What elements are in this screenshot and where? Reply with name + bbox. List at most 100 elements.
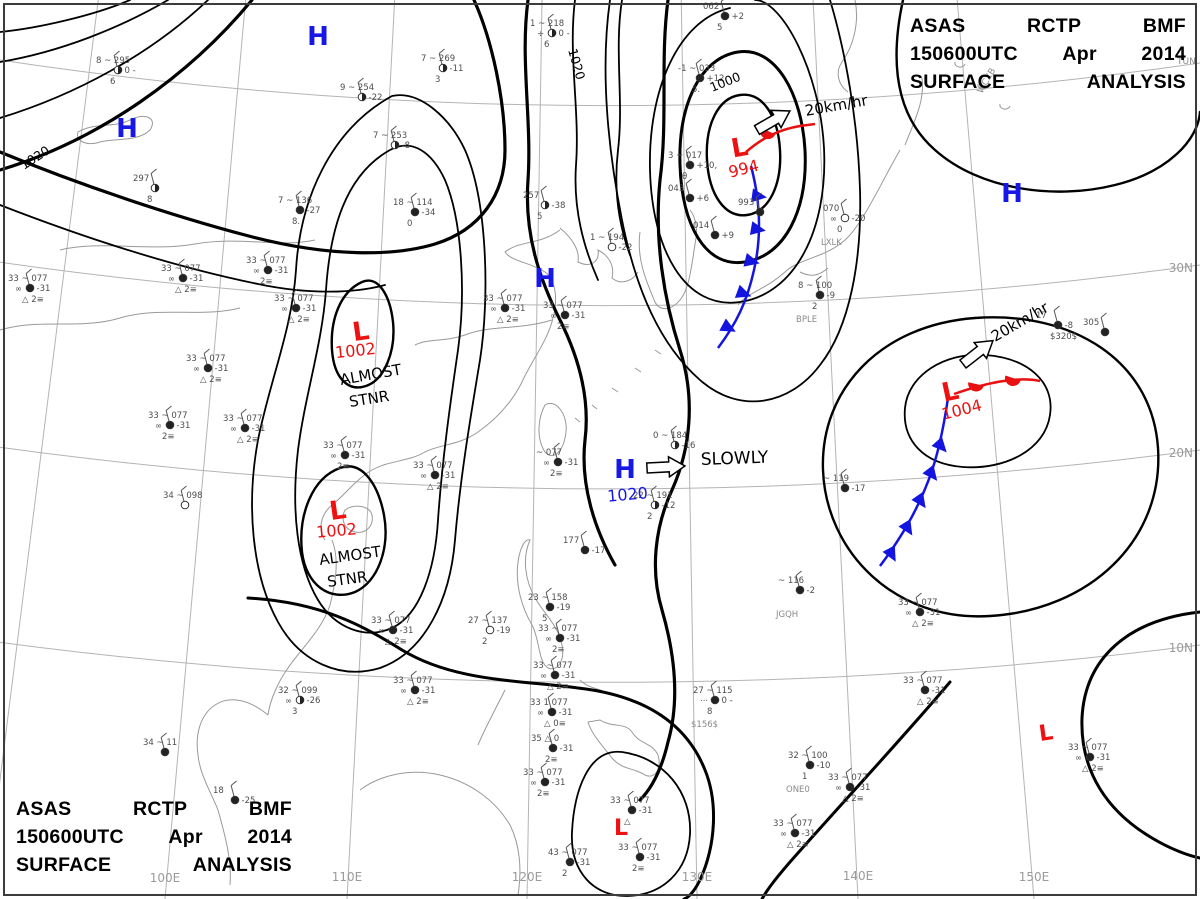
longitude-label: 140E [843, 869, 874, 883]
station-circle [160, 747, 170, 757]
station-text-right: -31 [565, 458, 579, 468]
isobar [760, 680, 952, 899]
title-word: RCTP [132, 798, 188, 820]
longitude-label: 110E [332, 870, 363, 884]
title-word: BMF [1142, 15, 1186, 37]
title-word: 150600UTC [16, 826, 124, 848]
station-text-left: ∞ [168, 275, 175, 285]
high-center-symbol: H [534, 264, 556, 294]
station-text-right: -19 [557, 603, 571, 613]
longitude-line [164, 0, 247, 899]
station-circle [178, 273, 188, 283]
movement-arrow [958, 339, 995, 369]
station-text-right: -31 [639, 806, 653, 816]
coastline [837, 0, 858, 93]
wind-barb-tick [710, 680, 717, 686]
coastline [77, 115, 153, 145]
longitude-label: 120E [512, 870, 543, 884]
station-text-top: 0 ~ 184 [653, 431, 687, 441]
station-text-bottom: 2≡ [550, 469, 563, 479]
station-text-bottom: △ 0≡ [544, 719, 566, 729]
station-text-right: -31 [932, 686, 946, 696]
title-word: Apr [1062, 43, 1097, 65]
isobar [895, 0, 1200, 193]
station-text-right: -27 [307, 206, 321, 216]
cold-front-triangle [922, 464, 938, 481]
station-id-tag: BPLE [796, 315, 817, 325]
station-text-right: -31 [352, 451, 366, 461]
station-text-right: -31 [1097, 753, 1111, 763]
station-text-bottom: △ 2≡ [407, 697, 429, 707]
wind-barb-tick [547, 692, 554, 698]
title-word: 2014 [1141, 43, 1186, 65]
latitude-label: 10N [1169, 641, 1193, 655]
wind-barb-tick [165, 405, 172, 411]
station-text-right: +2 [732, 12, 745, 22]
cold-front-line [878, 397, 950, 567]
station-text-bottom: △ 2≡ [22, 295, 44, 305]
wind-barb-tick [240, 408, 247, 414]
station-text-top: 9 ~ 254 [340, 83, 374, 93]
isobar [0, 0, 169, 63]
low-center-symbol: L [614, 816, 628, 841]
isobar [638, 0, 691, 802]
station-text-right: -8 [1065, 321, 1073, 331]
station-circle [340, 450, 350, 460]
station-circle [550, 670, 560, 680]
station-text-top: 33 ~ 077 [533, 661, 573, 671]
station-circle [795, 585, 805, 595]
cold-front-triangle [882, 545, 896, 562]
coastline [516, 539, 564, 670]
isobar [649, 0, 826, 304]
station-text-bottom: 2≡ [537, 789, 550, 799]
station-text-right: -31 [215, 364, 229, 374]
longitude-line [812, 0, 859, 899]
wind-barb-tick [438, 48, 445, 54]
station-circle [627, 805, 637, 815]
wind-barb-tick [388, 610, 395, 616]
station-text-top: 33 ~ 077 [393, 676, 433, 686]
coastline [414, 319, 553, 346]
title-word: ANALYSIS [1086, 71, 1186, 93]
station-text-right: -17 [852, 484, 866, 494]
station-circle [388, 625, 398, 635]
wind-barb-tick [695, 58, 702, 64]
cold-front-triangle [743, 253, 760, 267]
station-text-bottom: 0 [407, 219, 412, 229]
wind-barb-tick [180, 485, 187, 491]
wind-barb-tick [150, 168, 157, 174]
station-text-top: 1 ~ 218 [530, 19, 564, 29]
station-text-left: ∞ [540, 672, 547, 682]
station-circle-half [655, 501, 659, 509]
station-circle [685, 160, 695, 170]
station-text-right: -12 [662, 501, 676, 511]
station-text-top: 33 ~ 077 [413, 461, 453, 471]
title-line-2: 150600UTC Apr 2014 [910, 40, 1186, 68]
low-center-symbol: L [729, 132, 751, 164]
station-text-bottom: 2≡ [162, 432, 175, 442]
station-text-left: ∞ [155, 422, 162, 432]
station-text-bottom: 2≡ [260, 277, 273, 287]
station-text-bottom: △ 2≡ [497, 315, 519, 325]
station-text-top: 17 [1036, 311, 1047, 321]
station-circle [485, 625, 495, 635]
station-text-bottom: 2≡ [557, 322, 570, 332]
isobar [330, 279, 395, 389]
station-text-left: ∞ [490, 305, 497, 315]
station-text-right: -31 [512, 304, 526, 314]
station-text-left: ∞ [545, 635, 552, 645]
title-line-2: 150600UTC Apr 2014 [16, 823, 292, 851]
station-text-bottom: △ [624, 817, 631, 827]
wind-barb-tick [845, 767, 852, 773]
station-text-top: 33 ~ 077 [903, 676, 943, 686]
station-text-bottom: △ 2≡ [547, 682, 569, 692]
station-text-bottom: 5. [692, 85, 700, 95]
station-circle-half [362, 93, 366, 101]
station-text-right: +12 [707, 74, 725, 84]
station-text-left: ÷ [537, 30, 544, 40]
annotation-text: STNR [326, 568, 368, 591]
station-text-right: -31 [252, 424, 266, 434]
station-text-left: ∞ [420, 472, 427, 482]
station-circle [165, 420, 175, 430]
